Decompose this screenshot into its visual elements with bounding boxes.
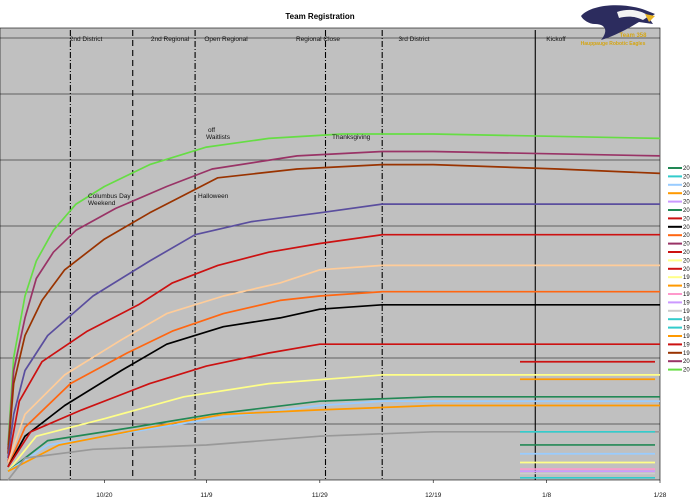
event-label-3: Regional Close xyxy=(296,36,340,43)
series-line-3 xyxy=(7,203,660,459)
event-label-4: 3rd District xyxy=(398,36,429,43)
x-tick-label-5: 1/28 xyxy=(654,492,667,499)
legend-label-5: 20 xyxy=(683,208,690,214)
x-tick-label-3: 12/19 xyxy=(425,492,442,499)
series-line-6 xyxy=(7,290,660,468)
series-line-12 xyxy=(7,404,660,472)
x-tick-label-0: 10/20 xyxy=(96,492,113,499)
chart-title: Team Registration xyxy=(285,12,354,21)
legend-label-17: 19 xyxy=(683,309,690,315)
eagle-head-icon xyxy=(617,9,649,20)
legend-label-2: 20 xyxy=(683,183,690,189)
logo-line2: Hauppauge Robotic Eagles xyxy=(581,41,646,47)
legend-label-0: 20 xyxy=(683,166,690,172)
x-tick-label-1: 11/9 xyxy=(200,492,213,499)
legend-label-8: 20 xyxy=(683,233,690,239)
legend-label-12: 20 xyxy=(683,267,690,273)
legend-label-6: 20 xyxy=(683,216,690,222)
legend-label-23: 20 xyxy=(683,359,690,365)
series-line-1 xyxy=(7,150,661,450)
annotation-2: off xyxy=(208,127,215,134)
logo-line1: Team 358 xyxy=(620,33,648,39)
eagle-beak-icon xyxy=(645,14,655,22)
legend-label-13: 19 xyxy=(683,275,690,281)
legend-label-4: 20 xyxy=(683,200,690,206)
series-line-7 xyxy=(7,303,660,468)
x-tick-label-2: 11/29 xyxy=(312,492,328,499)
legend-label-22: 19 xyxy=(683,351,690,357)
annotation-0-line2: Weekend xyxy=(88,200,116,207)
x-axis-ticks: 10/20 11/9 11/29 12/19 1/8 1/28 xyxy=(96,480,667,499)
event-label-1: 2nd Regional xyxy=(151,36,190,43)
stub-lines xyxy=(520,360,655,479)
annotation-3: Thanksgiving xyxy=(332,134,371,141)
series-lines xyxy=(7,133,661,481)
annotation-2-line2: Waitlists xyxy=(206,134,231,141)
series-line-2 xyxy=(7,163,661,454)
event-label-5: Kickoff xyxy=(546,36,566,43)
team-logo: Team 358 Hauppauge Robotic Eagles xyxy=(581,5,655,47)
horizontal-gridlines xyxy=(0,37,660,425)
legend-label-14: 19 xyxy=(683,284,690,290)
series-line-8 xyxy=(7,343,660,468)
legend-label-10: 20 xyxy=(683,250,690,256)
event-label-0: 2nd District xyxy=(70,36,103,43)
legend-label-21: 19 xyxy=(683,342,690,348)
legend-label-24: 20 xyxy=(683,368,690,374)
series-line-10 xyxy=(7,395,660,472)
series-line-5 xyxy=(7,264,660,463)
legend-label-19: 19 xyxy=(683,326,690,332)
legend: 20 20 20 20 20 20 20 20 20 20 20 20 20 19 19 19 19 19 19 19… xyxy=(668,166,690,374)
legend-label-20: 19 xyxy=(683,334,690,340)
legend-label-3: 20 xyxy=(683,191,690,197)
legend-label-18: 19 xyxy=(683,317,690,323)
series-line-4 xyxy=(7,233,660,463)
x-tick-label-4: 1/8 xyxy=(542,492,551,499)
legend-label-9: 20 xyxy=(683,242,690,248)
series-line-13 xyxy=(7,430,660,481)
series-line-0 xyxy=(7,133,661,446)
annotation-0: Columbus Day xyxy=(88,193,131,200)
plot-background xyxy=(0,27,661,481)
event-label-2: Open Regional xyxy=(204,36,248,43)
legend-label-16: 19 xyxy=(683,300,690,306)
legend-label-11: 20 xyxy=(683,258,690,264)
legend-label-7: 20 xyxy=(683,225,690,231)
annotation-1: Halloween xyxy=(198,193,229,200)
series-line-9 xyxy=(7,374,660,472)
legend-label-1: 20 xyxy=(683,174,690,180)
legend-label-15: 19 xyxy=(683,292,690,298)
event-lines: 2nd District 2nd Regional Open Regional Reg… xyxy=(70,30,566,480)
